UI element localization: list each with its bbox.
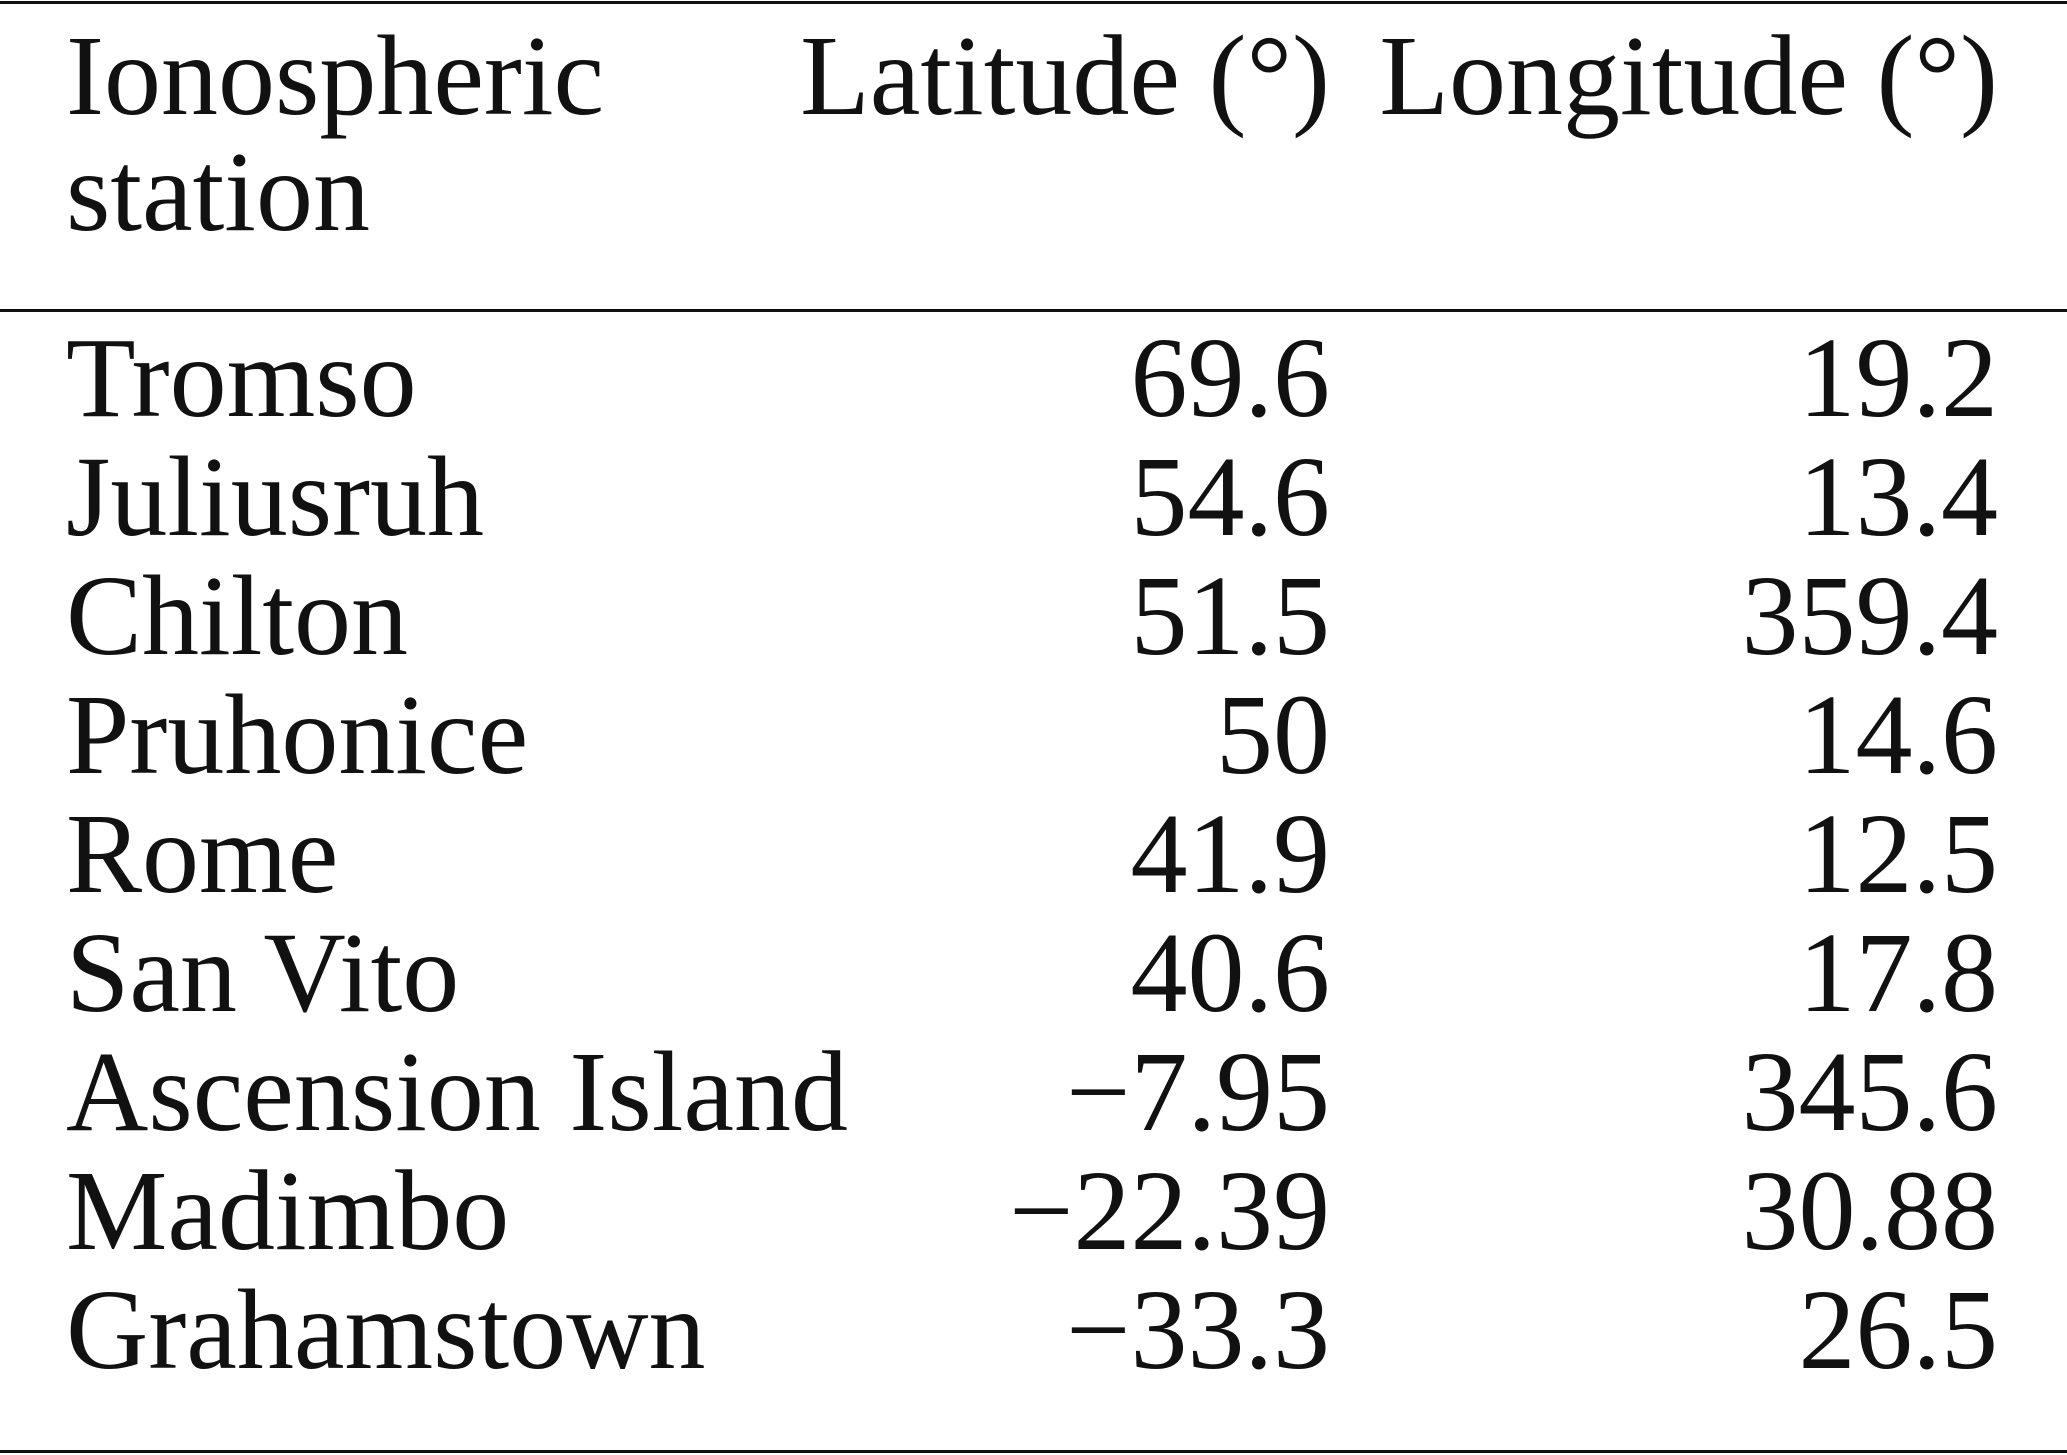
table-cell: Pruhonice	[66, 671, 529, 798]
table-cell: 26.5	[1798, 1266, 1999, 1393]
table-cell: 17.8	[1798, 909, 1999, 1036]
table-cell: Ascension Island	[66, 1028, 849, 1155]
table-cell: 54.6	[1130, 433, 1331, 560]
table-cell: −22.39	[1009, 1147, 1330, 1274]
table-cell: 345.6	[1741, 1028, 1999, 1155]
table-cell: Madimbo	[66, 1147, 510, 1274]
table-cell: 19.2	[1798, 314, 1999, 441]
table-cell: 69.6	[1130, 314, 1331, 441]
header-cell: Longitude (°)	[1379, 12, 1998, 139]
table-cell: Chilton	[66, 552, 409, 679]
table-cell: Grahamstown	[66, 1266, 706, 1393]
table-cell: Juliusruh	[66, 433, 485, 560]
table-cell: 13.4	[1798, 433, 1999, 560]
table-cell: San Vito	[66, 909, 460, 1036]
table-cell: 41.9	[1130, 790, 1331, 917]
bottom-rule	[0, 1450, 2067, 1453]
table-cell: 40.6	[1130, 909, 1331, 1036]
table-cell: 14.6	[1798, 671, 1999, 798]
header-cell: Ionospheric station	[66, 12, 605, 255]
table-cell: 30.88	[1741, 1147, 1999, 1274]
header-cell: Latitude (°)	[800, 12, 1330, 139]
header-rule	[0, 309, 2067, 312]
table-cell: 12.5	[1798, 790, 1999, 917]
table-cell: −33.3	[1066, 1266, 1330, 1393]
table-cell: −7.95	[1066, 1028, 1330, 1155]
table-cell: 50	[1216, 671, 1330, 798]
table-cell: Rome	[66, 790, 339, 917]
table-cell: 359.4	[1741, 552, 1999, 679]
top-rule	[0, 1, 2067, 4]
table-cell: Tromso	[66, 314, 417, 441]
table-cell: 51.5	[1130, 552, 1331, 679]
